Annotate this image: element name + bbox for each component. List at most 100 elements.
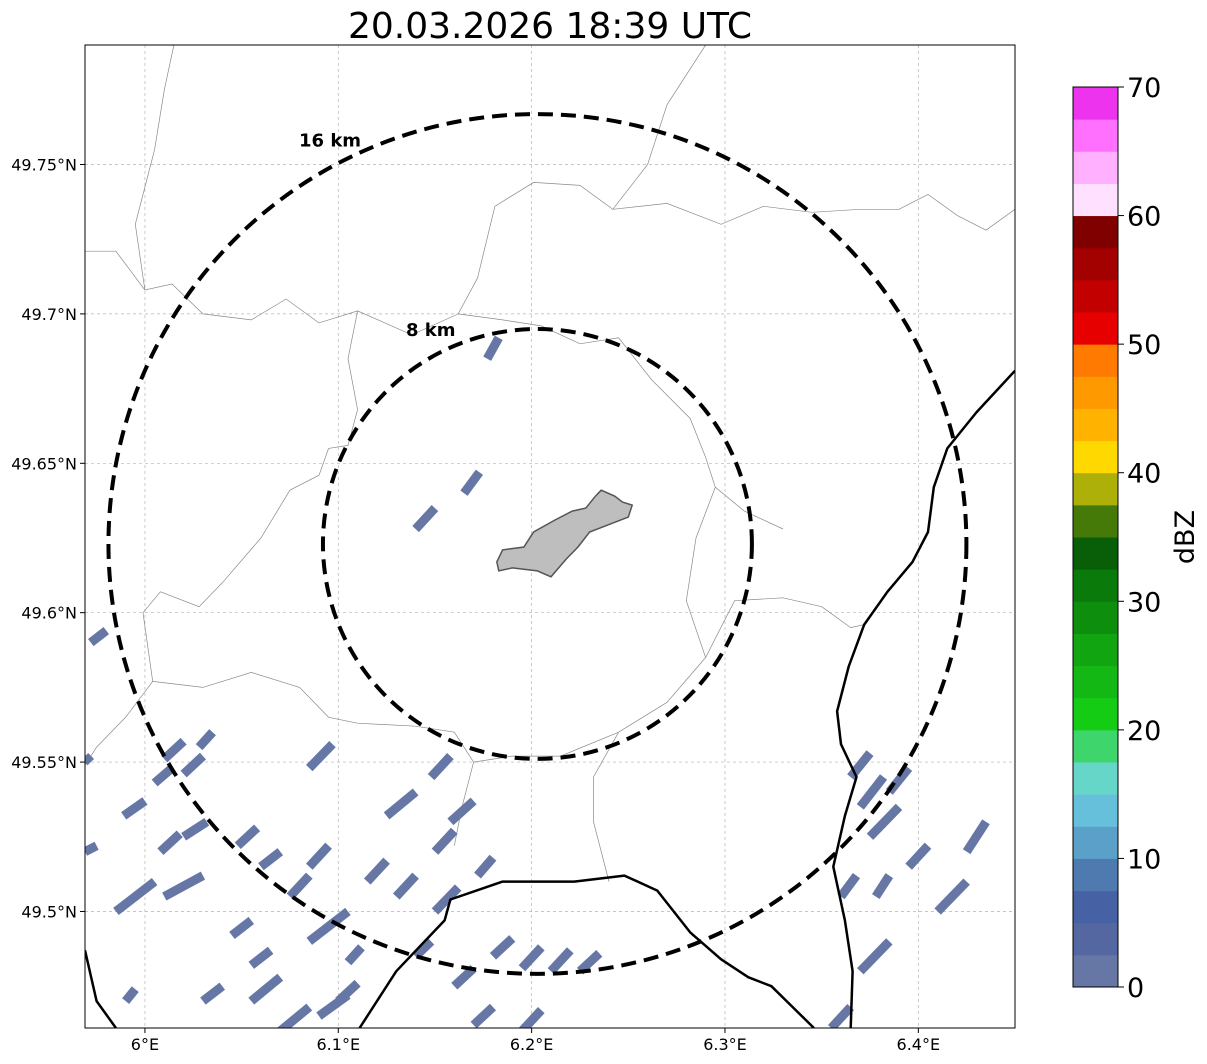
x-tick-label: 6.2°E (510, 1035, 554, 1054)
city-area (496, 489, 634, 578)
colorbar-swatch (1073, 151, 1118, 184)
radar-echo (305, 842, 332, 870)
radar-echo (392, 872, 419, 900)
radar-echo (229, 916, 255, 939)
radar-echo (286, 872, 313, 900)
colorbar-swatch (1073, 215, 1118, 249)
radar-echo (157, 830, 183, 856)
colorbar-swatch (1073, 890, 1118, 924)
colorbar-tick-label: 20 (1127, 716, 1161, 747)
y-tick-label: 49.75°N (11, 156, 77, 175)
radar-echo (248, 946, 274, 969)
x-tick-label: 6°E (131, 1035, 159, 1054)
colorbar-tick-label: 50 (1127, 330, 1161, 361)
admin-boundary-line (612, 45, 706, 210)
colorbar-swatch (1073, 312, 1118, 345)
radar-echo (344, 944, 365, 966)
radar-echo (200, 982, 226, 1005)
colorbar-swatch (1073, 794, 1118, 827)
radar-echo (872, 873, 894, 899)
map-panel: 8 km 16 km (84, 44, 1016, 1029)
x-tick-label: 6.1°E (317, 1035, 361, 1054)
radar-echo (470, 1003, 497, 1028)
radar-echo (234, 824, 261, 850)
colorbar-swatch (1073, 504, 1118, 538)
y-tick-label: 49.65°N (11, 454, 77, 473)
colorbar-swatch (1073, 569, 1118, 602)
colorbar-swatch (1073, 633, 1118, 667)
radar-echo (866, 803, 903, 840)
radar-echo (837, 872, 861, 900)
radar-echo (162, 871, 206, 901)
y-tick-label: 49.5°N (21, 902, 77, 921)
colorbar-swatch (1073, 922, 1118, 956)
admin-boundary-line (685, 487, 716, 658)
colorbar-frame (1072, 86, 1119, 988)
radar-echo (306, 907, 351, 945)
y-tick-label: 49.55°N (11, 753, 77, 772)
national-border-france-luxembourg-south (358, 874, 815, 1028)
radar-echo (483, 335, 503, 361)
colorbar-swatch (1073, 826, 1118, 859)
colorbar-swatch (1073, 408, 1118, 442)
colorbar-tick-label: 40 (1127, 459, 1161, 490)
radar-echo (431, 884, 462, 915)
radar-echoes (85, 335, 990, 1028)
colorbar-label: dBZ (1170, 510, 1201, 564)
radar-echo (161, 737, 187, 763)
radar-echo (427, 753, 454, 781)
colorbar-tick-label: 70 (1127, 73, 1161, 104)
national-borders (85, 369, 1015, 1028)
colorbar-swatch (1073, 858, 1118, 892)
admin-boundary-line (85, 182, 1015, 336)
national-border-germany-luxembourg (832, 369, 1015, 1028)
radar-echo (412, 938, 435, 960)
radar-echo (277, 1003, 313, 1028)
radar-echo (335, 979, 361, 1005)
colorbar-swatch (1073, 183, 1118, 217)
radar-echo (151, 764, 175, 787)
colorbar-tick-label: 10 (1127, 844, 1161, 875)
colorbar-swatch (1073, 665, 1118, 699)
radar-echo (934, 878, 970, 915)
x-tick-label: 6.3°E (703, 1035, 747, 1054)
radar-echo (248, 973, 284, 1005)
y-tick-label: 49.6°N (21, 604, 77, 623)
radar-echo (828, 1004, 854, 1028)
colorbar-swatch (1073, 87, 1118, 120)
range-rings (106, 112, 969, 976)
colorbar-ticks: 0 10 20 30 40 50 60 70 (1118, 73, 1161, 1004)
gridlines (85, 45, 1015, 1028)
range-ring-label: 8 km (406, 320, 456, 341)
colorbar-tick-label: 0 (1127, 973, 1144, 1004)
range-ring-16km (106, 112, 969, 976)
colorbar-swatch (1073, 119, 1118, 152)
radar-echo (857, 938, 893, 975)
radar-echo (180, 752, 207, 778)
admin-boundary-line (593, 732, 619, 882)
colorbar-swatch (1073, 247, 1118, 281)
colorbar-tick-label: 60 (1127, 202, 1161, 233)
radar-echo (431, 827, 458, 855)
colorbar-swatch (1073, 697, 1118, 731)
radar-echo (122, 986, 139, 1004)
radar-echo (856, 774, 888, 810)
colorbar-swatch (1073, 537, 1118, 570)
colorbar-tick-label: 30 (1127, 587, 1161, 618)
y-tick-label: 49.7°N (21, 305, 77, 324)
radar-echo (181, 818, 210, 841)
range-ring-labels: 8 km 16 km (299, 130, 455, 341)
city-polygon (496, 489, 634, 578)
radar-echo (474, 854, 497, 879)
radar-echo (363, 857, 390, 885)
radar-echo (460, 469, 484, 496)
radar-echo (547, 947, 574, 975)
radar-echo (451, 964, 477, 990)
radar-echo (195, 729, 216, 751)
colorbar-swatch (1073, 762, 1118, 795)
y-axis-ticks: 49.5°N 49.55°N 49.6°N 49.65°N 49.7°N 49.75°N (11, 156, 85, 921)
colorbar: 0 10 20 30 40 50 60 70 dBZ (1072, 73, 1201, 1004)
admin-boundary-line (85, 310, 358, 766)
radar-echo (85, 841, 99, 856)
colorbar-swatch (1073, 472, 1118, 506)
